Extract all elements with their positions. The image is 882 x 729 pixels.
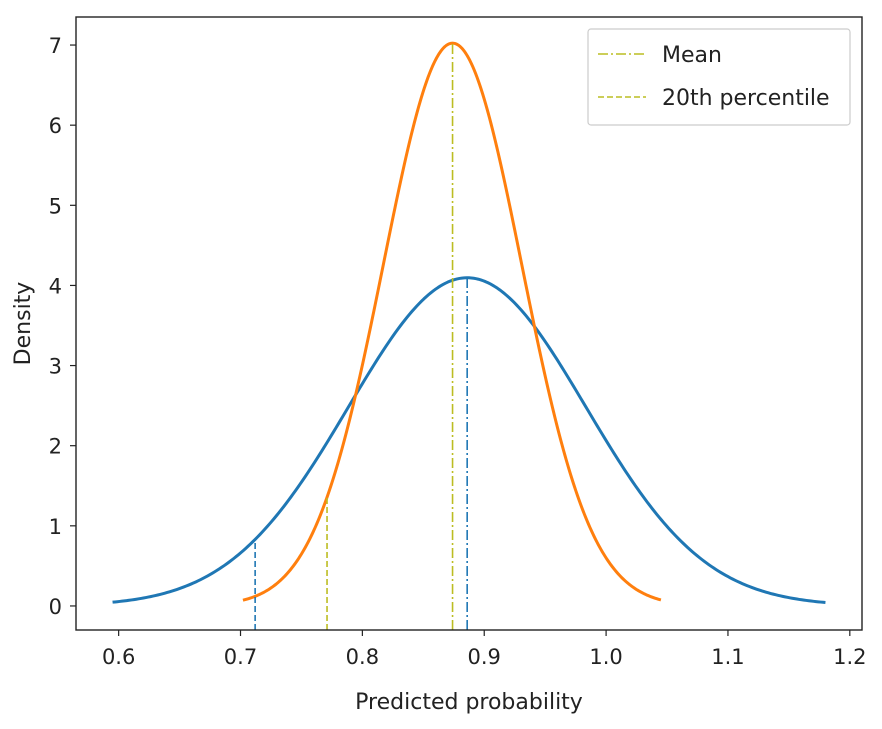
legend-percentile-label: 20th percentile bbox=[662, 86, 830, 111]
x-tick-label: 0.9 bbox=[468, 645, 501, 669]
y-tick-label: 3 bbox=[49, 355, 62, 379]
y-tick-label: 5 bbox=[49, 194, 62, 218]
legend-mean-label: Mean bbox=[662, 43, 722, 68]
density-curve-2 bbox=[242, 41, 662, 602]
y-tick-label: 6 bbox=[49, 114, 62, 138]
x-tick-label: 1.0 bbox=[589, 645, 622, 669]
plot-area bbox=[112, 41, 826, 630]
axes-frame bbox=[75, 16, 863, 631]
x-tick-label: 1.2 bbox=[833, 645, 866, 669]
y-tick-label: 1 bbox=[49, 515, 62, 539]
y-axis-ticks: 0 1 2 3 4 5 6 7 bbox=[49, 34, 76, 619]
y-tick-label: 4 bbox=[49, 274, 62, 298]
x-tick-label: 1.1 bbox=[711, 645, 744, 669]
y-tick-label: 2 bbox=[49, 435, 62, 459]
x-tick-label: 0.6 bbox=[102, 645, 135, 669]
density-curve-1 bbox=[112, 276, 826, 605]
y-tick-label: 7 bbox=[49, 34, 62, 58]
x-tick-label: 0.7 bbox=[224, 645, 257, 669]
x-axis-label: Predicted probability bbox=[355, 690, 583, 715]
x-tick-label: 0.8 bbox=[346, 645, 379, 669]
x-axis-ticks: 0.6 0.7 0.8 0.9 1.0 1.1 1.2 bbox=[102, 630, 867, 669]
legend-box bbox=[587, 28, 851, 126]
y-tick-label: 0 bbox=[49, 595, 62, 619]
legend: Mean 20th percentile bbox=[587, 28, 851, 126]
y-axis-label: Density bbox=[11, 282, 36, 366]
